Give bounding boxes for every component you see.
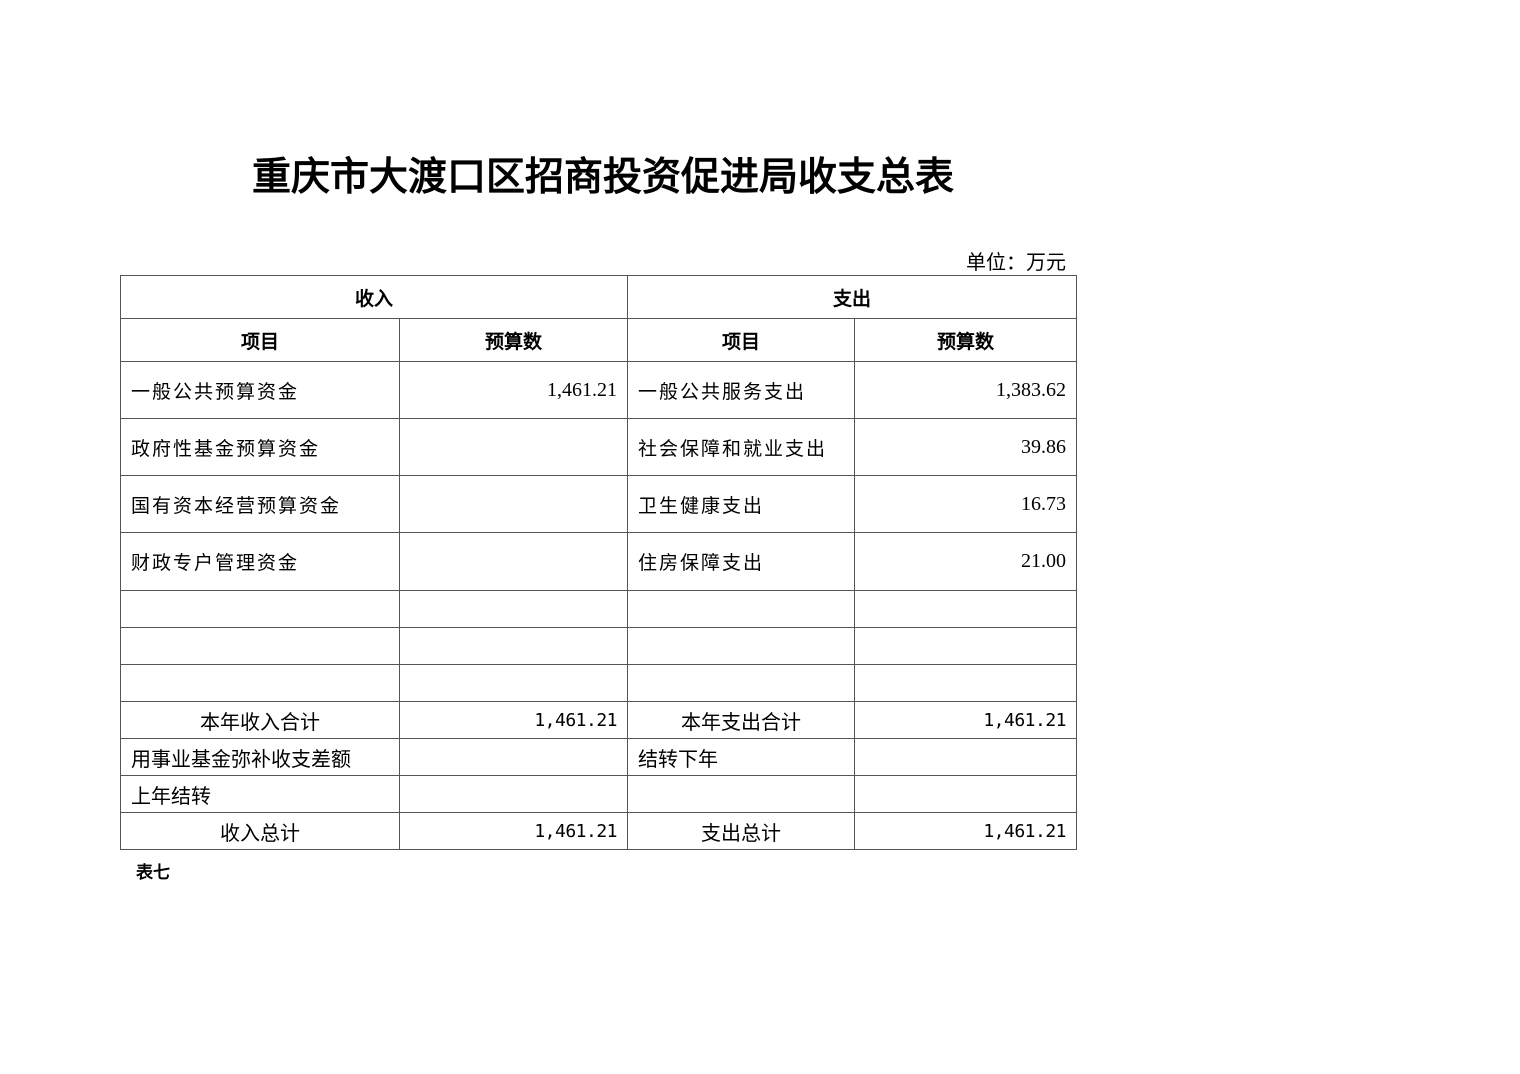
income-value bbox=[398, 418, 629, 476]
grand-total-row: 收入总计 1,461.21 支出总计 1,461.21 bbox=[120, 812, 1078, 850]
table-number-note: 表七 bbox=[136, 863, 170, 883]
income-header: 收入 bbox=[119, 275, 629, 319]
income-value: 1,461.21 bbox=[398, 361, 629, 419]
expense-item: 住房保障支出 bbox=[627, 532, 856, 591]
income-item: 国有资本经营预算资金 bbox=[120, 475, 400, 533]
expense-value: 21.00 bbox=[854, 532, 1078, 591]
budget-table: 收入 支出 项目 预算数 项目 预算数 一般公共预算资金 1,461.21 一般… bbox=[119, 275, 1078, 850]
table-row: 财政专户管理资金 住房保障支出 21.00 bbox=[120, 532, 1078, 591]
carry-prev-label: 上年结转 bbox=[120, 775, 400, 813]
year-expense-value: 1,461.21 bbox=[854, 701, 1078, 739]
fund-row: 用事业基金弥补收支差额 结转下年 bbox=[120, 738, 1078, 776]
empty-cell bbox=[854, 738, 1078, 776]
income-value bbox=[398, 532, 629, 591]
carry-next-label: 结转下年 bbox=[627, 738, 856, 776]
empty-cell bbox=[854, 627, 1078, 665]
carry-prev-row: 上年结转 bbox=[120, 775, 1078, 813]
income-item: 一般公共预算资金 bbox=[120, 361, 400, 419]
income-item: 财政专户管理资金 bbox=[120, 532, 400, 591]
income-budget-header: 预算数 bbox=[398, 318, 629, 362]
unit-label: 单位：万元 bbox=[966, 250, 1066, 274]
expense-item: 一般公共服务支出 bbox=[627, 361, 856, 419]
empty-cell bbox=[854, 664, 1078, 702]
table-row: 一般公共预算资金 1,461.21 一般公共服务支出 1,383.62 bbox=[120, 361, 1078, 419]
empty-cell bbox=[398, 590, 629, 628]
empty-cell bbox=[627, 775, 856, 813]
empty-row bbox=[120, 664, 1078, 702]
expense-header: 支出 bbox=[627, 275, 1078, 319]
year-income-value: 1,461.21 bbox=[398, 701, 629, 739]
income-value bbox=[398, 475, 629, 533]
income-item: 政府性基金预算资金 bbox=[120, 418, 400, 476]
empty-cell bbox=[120, 627, 400, 665]
expense-item: 卫生健康支出 bbox=[627, 475, 856, 533]
empty-cell bbox=[854, 775, 1078, 813]
empty-cell bbox=[627, 590, 856, 628]
page-title: 重庆市大渡口区招商投资促进局收支总表 bbox=[252, 154, 955, 200]
empty-row bbox=[120, 590, 1078, 628]
expense-total-label: 支出总计 bbox=[627, 812, 856, 850]
income-total-label: 收入总计 bbox=[120, 812, 400, 850]
expense-budget-header: 预算数 bbox=[854, 318, 1078, 362]
expense-value: 16.73 bbox=[854, 475, 1078, 533]
table-row: 政府性基金预算资金 社会保障和就业支出 39.86 bbox=[120, 418, 1078, 476]
table-row: 国有资本经营预算资金 卫生健康支出 16.73 bbox=[120, 475, 1078, 533]
expense-value: 39.86 bbox=[854, 418, 1078, 476]
empty-cell bbox=[398, 664, 629, 702]
income-item-header: 项目 bbox=[120, 318, 400, 362]
income-total-value: 1,461.21 bbox=[398, 812, 629, 850]
empty-cell bbox=[398, 738, 629, 776]
year-total-row: 本年收入合计 1,461.21 本年支出合计 1,461.21 bbox=[120, 701, 1078, 739]
fund-label: 用事业基金弥补收支差额 bbox=[120, 738, 400, 776]
year-income-label: 本年收入合计 bbox=[120, 701, 400, 739]
empty-cell bbox=[120, 590, 400, 628]
year-expense-label: 本年支出合计 bbox=[627, 701, 856, 739]
expense-value: 1,383.62 bbox=[854, 361, 1078, 419]
empty-cell bbox=[854, 590, 1078, 628]
empty-cell bbox=[398, 775, 629, 813]
column-header-row: 项目 预算数 项目 预算数 bbox=[120, 318, 1078, 362]
empty-cell bbox=[398, 627, 629, 665]
expense-item: 社会保障和就业支出 bbox=[627, 418, 856, 476]
expense-item-header: 项目 bbox=[627, 318, 856, 362]
empty-row bbox=[120, 627, 1078, 665]
empty-cell bbox=[120, 664, 400, 702]
empty-cell bbox=[627, 664, 856, 702]
empty-cell bbox=[627, 627, 856, 665]
expense-total-value: 1,461.21 bbox=[854, 812, 1078, 850]
section-header-row: 收入 支出 bbox=[119, 275, 1078, 319]
